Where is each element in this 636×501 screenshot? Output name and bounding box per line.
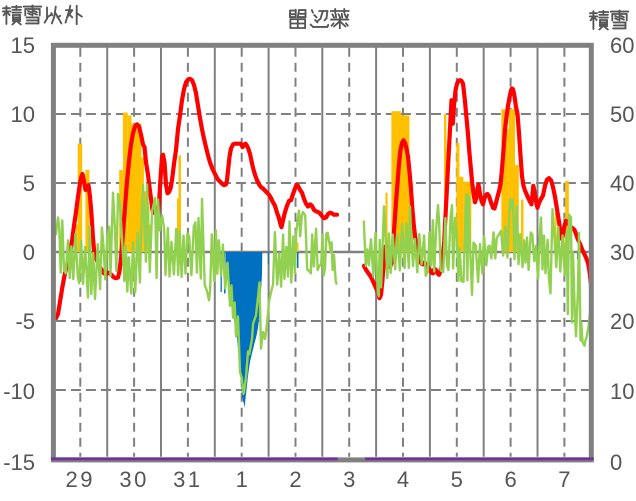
svg-text:60: 60: [610, 33, 634, 58]
svg-text:40: 40: [610, 171, 634, 196]
svg-text:20: 20: [610, 309, 634, 334]
svg-text:-5: -5: [15, 309, 35, 334]
svg-text:29: 29: [66, 467, 95, 492]
svg-text:10: 10: [11, 102, 35, 127]
svg-text:5: 5: [451, 467, 463, 492]
svg-text:-15: -15: [3, 450, 35, 475]
svg-text:6: 6: [504, 467, 516, 492]
svg-text:50: 50: [610, 102, 634, 127]
svg-text:4: 4: [397, 467, 409, 492]
svg-text:30: 30: [119, 467, 148, 492]
svg-text:5: 5: [23, 171, 35, 196]
svg-text:31: 31: [173, 467, 202, 492]
svg-text:15: 15: [11, 33, 35, 58]
svg-text:-10: -10: [3, 379, 35, 404]
svg-text:0: 0: [610, 450, 622, 475]
svg-text:1: 1: [236, 467, 248, 492]
svg-text:2: 2: [289, 467, 301, 492]
svg-text:0: 0: [23, 240, 35, 265]
svg-text:7: 7: [558, 467, 570, 492]
svg-text:30: 30: [610, 240, 634, 265]
svg-text:10: 10: [610, 379, 634, 404]
svg-text:3: 3: [343, 467, 355, 492]
